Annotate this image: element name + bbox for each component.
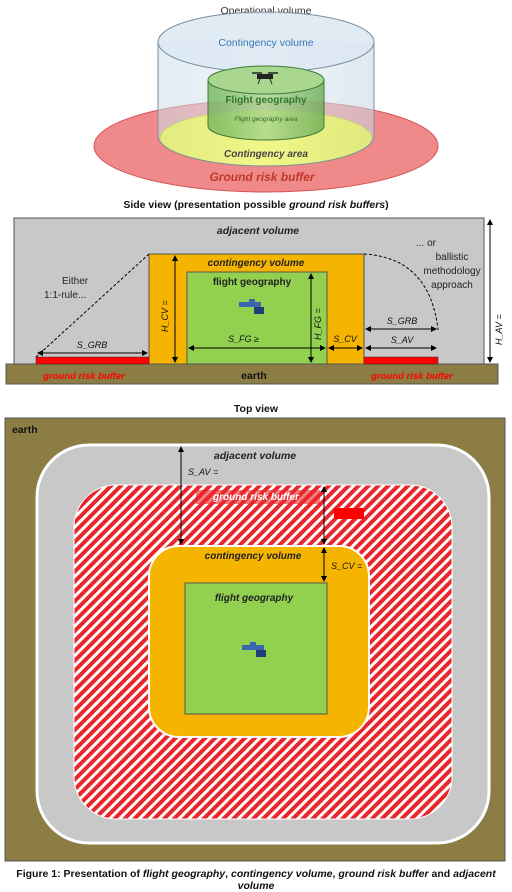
top-contingency-volume-label: contingency volume: [205, 551, 302, 562]
side-grb-left-label: ground risk buffer: [42, 371, 126, 382]
side-view: Side view (presentation possible ground …: [5, 199, 504, 385]
s-grb-right-label: S_GRB: [387, 316, 418, 326]
flight-geography-top: [207, 65, 325, 95]
3d-illustration: Operational volume Contingency volume Fl…: [93, 5, 439, 193]
ballistic-curve: [363, 253, 439, 331]
side-grb-right-label: ground risk buffer: [370, 371, 454, 382]
top-view-title: Top view: [234, 403, 279, 415]
ground-risk-buffer-label: Ground risk buffer: [209, 170, 315, 184]
top-adjacent-volume-label: adjacent volume: [214, 450, 296, 462]
flight-geography-cylinder: [207, 80, 325, 141]
s-cv-label: S_CV: [333, 334, 358, 344]
side-earth: [5, 363, 499, 385]
side-contingency-volume-label: contingency volume: [208, 258, 305, 269]
approach-label: approach: [431, 280, 473, 291]
s-fg-label: S_FG ≥: [228, 334, 259, 344]
side-earth-label: earth: [241, 370, 267, 382]
methodology-label: methodology: [423, 266, 480, 277]
ballistic-label: ballistic: [436, 252, 469, 263]
side-view-title: Side view (presentation possible ground …: [123, 199, 388, 211]
one-to-one-rule-label: 1:1-rule...: [44, 290, 86, 301]
s-av-label: S_AV: [391, 335, 415, 345]
figure-caption: Figure 1: Presentation of flight geograp…: [16, 868, 496, 892]
top-earth-label: earth: [12, 424, 38, 436]
top-s-av-label: S_AV =: [188, 467, 218, 477]
drone-icon-3d: [252, 72, 278, 85]
contingency-volume-label: Contingency volume: [218, 37, 313, 49]
drone-icon-top: [242, 642, 266, 657]
top-flight-geography-label: flight geography: [215, 593, 294, 604]
side-flight-geography-label: flight geography: [213, 277, 292, 288]
top-s-cv-label: S_CV =: [331, 561, 362, 571]
s-grb-left-label: S_GRB: [77, 340, 108, 350]
flight-geography-label: Flight geography: [225, 95, 307, 106]
side-grb-right-bar: [363, 356, 439, 365]
top-ground-risk-buffer-label: ground risk buffer: [212, 492, 300, 503]
drone-icon-side: [239, 299, 264, 314]
contingency-area-label: Contingency area: [224, 149, 308, 160]
h-fg-label: H_FG =: [313, 308, 323, 340]
side-grb-left-bar: [35, 356, 150, 365]
either-label: Either: [62, 276, 89, 287]
one-to-one-rule-line: [35, 253, 150, 358]
top-view: Top view earth adjacent volume ground ri…: [4, 403, 506, 862]
top-grb-red-mark: [334, 508, 364, 519]
flight-geography-area-label: Flight geography area: [234, 116, 298, 123]
or-label: ... or: [416, 238, 437, 249]
side-adjacent-volume-label: adjacent volume: [217, 225, 299, 237]
h-cv-label: H_CV =: [160, 300, 170, 332]
h-av-label: H_AV =: [494, 314, 504, 345]
